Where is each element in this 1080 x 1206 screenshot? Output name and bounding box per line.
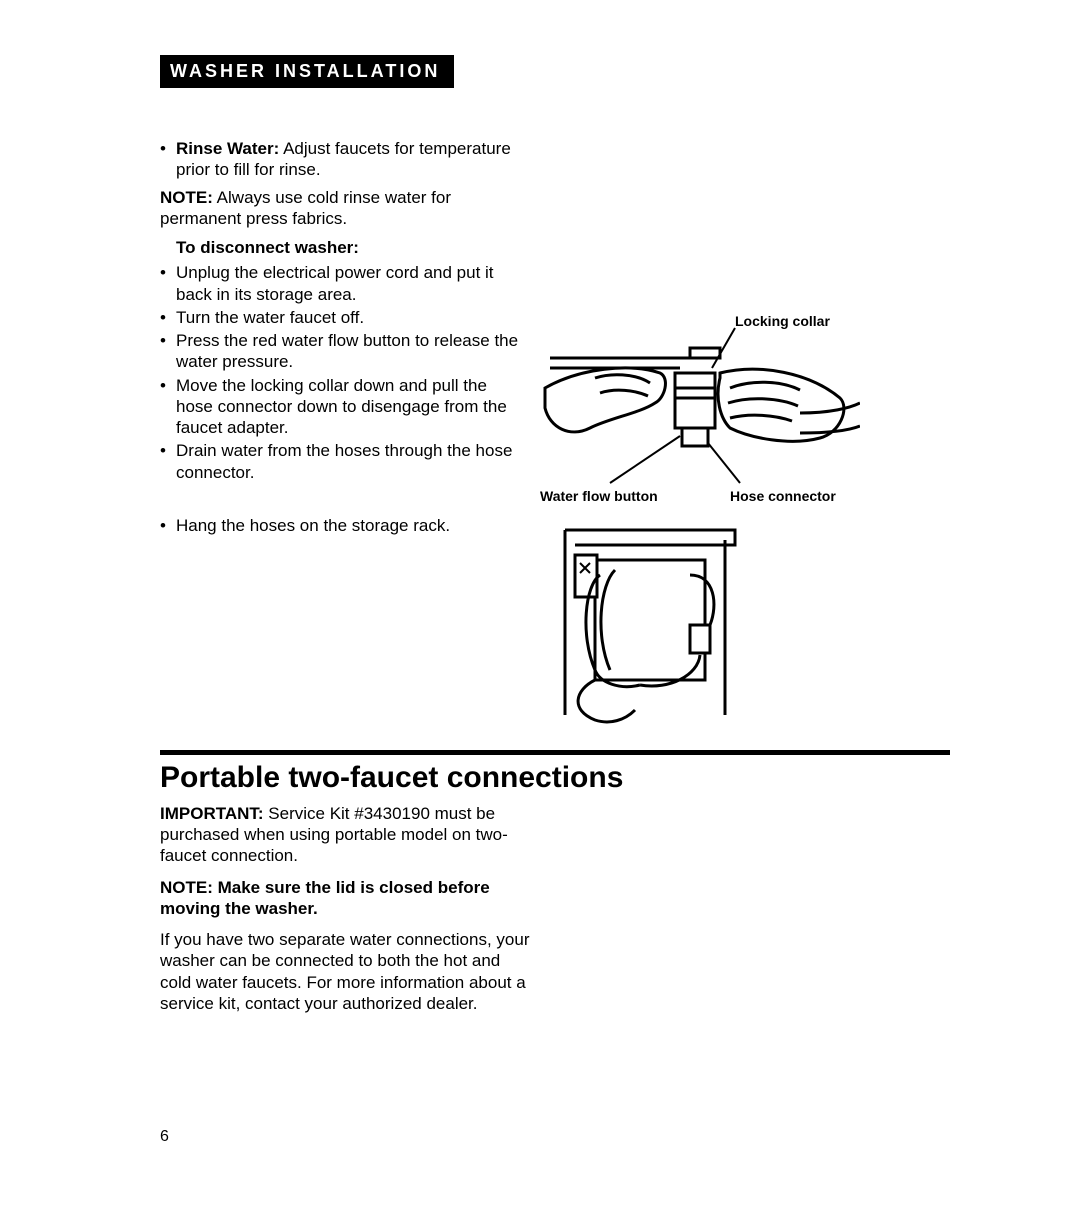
page-number: 6: [160, 1128, 169, 1146]
bullet-disconnect-2: • Turn the water faucet off.: [160, 307, 520, 328]
diagram-hose-connector: [540, 318, 860, 523]
bullet-text: Press the red water flow button to relea…: [176, 330, 520, 373]
section-title-two-faucet: Portable two-faucet connections: [160, 761, 950, 795]
bullet-disconnect-5: • Drain water from the hoses through the…: [160, 440, 520, 483]
bullet-disconnect-4: • Move the locking collar down and pull …: [160, 375, 520, 439]
bullet-text: Turn the water faucet off.: [176, 307, 520, 328]
bullet-dot: •: [160, 307, 176, 328]
bullet-dot: •: [160, 440, 176, 483]
bullet-text: Hang the hoses on the storage rack.: [176, 515, 520, 536]
important-label: IMPORTANT:: [160, 804, 264, 823]
right-column: Locking collar Water flow button Hose co…: [540, 138, 950, 485]
bullet-dot: •: [160, 375, 176, 439]
section-divider: [160, 750, 950, 755]
disconnect-heading: To disconnect washer:: [160, 237, 520, 258]
diagram-storage-rack: [540, 515, 750, 730]
bullet-disconnect-3: • Press the red water flow button to rel…: [160, 330, 520, 373]
bullet-dot: •: [160, 138, 176, 181]
bullet-dot: •: [160, 330, 176, 373]
bullet-text: Drain water from the hoses through the h…: [176, 440, 520, 483]
bullet-text: Rinse Water: Adjust faucets for temperat…: [176, 138, 520, 181]
bullet-rinse-water: • Rinse Water: Adjust faucets for temper…: [160, 138, 520, 181]
left-column-2: • Hang the hoses on the storage rack.: [160, 515, 520, 730]
rinse-water-label: Rinse Water:: [176, 139, 279, 158]
bullet-disconnect-1: • Unplug the electrical power cord and p…: [160, 262, 520, 305]
hose-diagram-svg: [540, 318, 860, 518]
note-lid-closed: NOTE: Make sure the lid is closed before…: [160, 877, 530, 920]
bullet-text: Unplug the electrical power cord and put…: [176, 262, 520, 305]
two-faucet-paragraph: If you have two separate water connectio…: [160, 929, 530, 1014]
content-row-2: • Hang the hoses on the storage rack.: [160, 515, 950, 730]
important-paragraph: IMPORTANT: Service Kit #3430190 must be …: [160, 803, 530, 867]
section-header-bar: WASHER INSTALLATION: [160, 55, 454, 88]
note-label: NOTE:: [160, 188, 213, 207]
bullet-dot: •: [160, 262, 176, 305]
bullet-dot: •: [160, 515, 176, 536]
left-column: • Rinse Water: Adjust faucets for temper…: [160, 138, 520, 485]
content-row-1: • Rinse Water: Adjust faucets for temper…: [160, 138, 950, 485]
bullet-hang-hoses: • Hang the hoses on the storage rack.: [160, 515, 520, 536]
storage-rack-svg: [540, 515, 750, 725]
note-cold-rinse: NOTE: Always use cold rinse water for pe…: [160, 187, 520, 230]
manual-page: WASHER INSTALLATION • Rinse Water: Adjus…: [0, 0, 1080, 1206]
two-faucet-body: IMPORTANT: Service Kit #3430190 must be …: [160, 803, 530, 1014]
bullet-text: Move the locking collar down and pull th…: [176, 375, 520, 439]
